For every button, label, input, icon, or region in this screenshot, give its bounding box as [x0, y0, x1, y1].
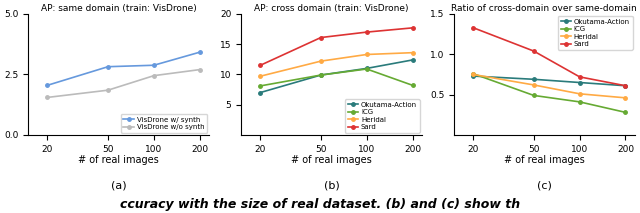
Heridal	[317, 60, 324, 62]
VisDrone w/o synth	[196, 68, 204, 71]
Text: ccuracy with the size of real dataset. (b) and (c) show th: ccuracy with the size of real dataset. (…	[120, 198, 520, 211]
ICG	[576, 101, 584, 103]
Heridal	[621, 96, 629, 99]
Heridal	[257, 75, 264, 78]
Okutama-Action	[621, 85, 629, 87]
Line: VisDrone w/ synth: VisDrone w/ synth	[45, 50, 202, 87]
Okutama-Action	[257, 91, 264, 94]
VisDrone w/o synth	[104, 89, 112, 91]
Line: ICG: ICG	[259, 67, 414, 88]
ICG	[530, 94, 538, 97]
Sard	[317, 36, 324, 39]
Okutama-Action	[469, 75, 477, 77]
Okutama-Action	[576, 81, 584, 84]
Line: Sard: Sard	[259, 26, 414, 67]
Sard	[409, 27, 417, 29]
X-axis label: # of real images: # of real images	[291, 155, 372, 165]
Line: Heridal: Heridal	[259, 51, 414, 78]
ICG	[409, 84, 417, 87]
Legend: VisDrone w/ synth, VisDrone w/o synth: VisDrone w/ synth, VisDrone w/o synth	[120, 114, 207, 133]
Title: Ratio of cross-domain over same-domain: Ratio of cross-domain over same-domain	[451, 4, 637, 13]
Heridal	[363, 53, 371, 56]
VisDrone w/o synth	[44, 96, 51, 99]
VisDrone w/ synth	[104, 65, 112, 68]
ICG	[621, 111, 629, 114]
Heridal	[576, 92, 584, 95]
Text: (a): (a)	[111, 181, 127, 191]
Okutama-Action	[363, 67, 371, 70]
VisDrone w/ synth	[150, 64, 157, 66]
ICG	[317, 74, 324, 76]
Okutama-Action	[530, 78, 538, 81]
Legend: Okutama-Action, ICG, Heridal, Sard: Okutama-Action, ICG, Heridal, Sard	[558, 16, 633, 50]
VisDrone w/ synth	[196, 51, 204, 53]
Sard	[363, 31, 371, 33]
X-axis label: # of real images: # of real images	[78, 155, 159, 165]
Sard	[576, 76, 584, 78]
VisDrone w/ synth	[44, 84, 51, 87]
Heridal	[530, 84, 538, 86]
Sard	[621, 85, 629, 87]
Line: ICG: ICG	[471, 72, 627, 114]
Sard	[469, 26, 477, 29]
Line: Okutama-Action: Okutama-Action	[259, 58, 414, 94]
VisDrone w/o synth	[150, 74, 157, 77]
Heridal	[409, 51, 417, 54]
Line: Okutama-Action: Okutama-Action	[471, 74, 627, 88]
Title: AP: cross domain (train: VisDrone): AP: cross domain (train: VisDrone)	[254, 4, 409, 13]
Sard	[257, 64, 264, 67]
Legend: Okutama-Action, ICG, Heridal, Sard: Okutama-Action, ICG, Heridal, Sard	[345, 99, 420, 133]
Line: Heridal: Heridal	[471, 73, 627, 99]
X-axis label: # of real images: # of real images	[504, 155, 585, 165]
Line: VisDrone w/o synth: VisDrone w/o synth	[45, 68, 202, 99]
Text: (b): (b)	[324, 181, 339, 191]
Text: (c): (c)	[537, 181, 552, 191]
Okutama-Action	[317, 74, 324, 76]
ICG	[469, 72, 477, 75]
Line: Sard: Sard	[471, 26, 627, 88]
Sard	[530, 50, 538, 52]
ICG	[363, 68, 371, 70]
Heridal	[469, 73, 477, 76]
ICG	[257, 85, 264, 87]
Okutama-Action	[409, 59, 417, 61]
Title: AP: same domain (train: VisDrone): AP: same domain (train: VisDrone)	[41, 4, 196, 13]
